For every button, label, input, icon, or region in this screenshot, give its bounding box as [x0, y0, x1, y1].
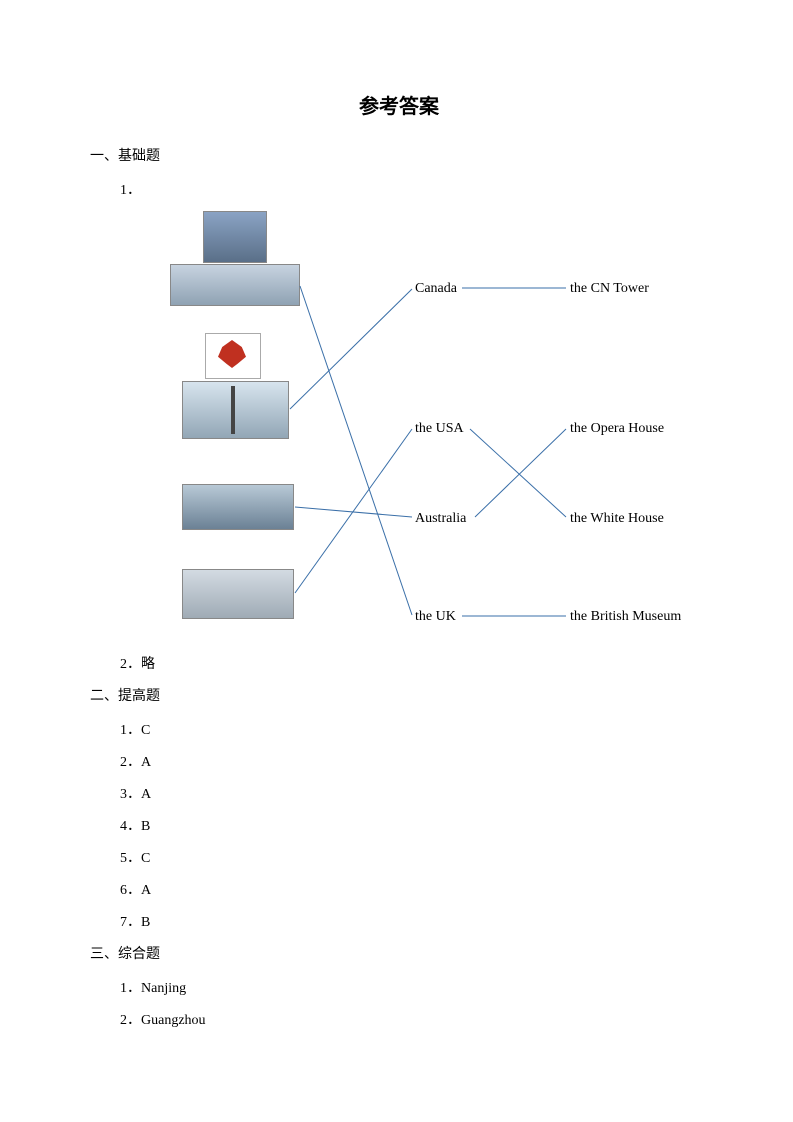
answer-page: 参考答案 一、基础题 1． Canada the USA Australia t…	[0, 0, 793, 1091]
section-1-header: 一、基础题	[90, 145, 708, 165]
s2-a1: 1．C	[120, 719, 708, 739]
label-australia: Australia	[415, 511, 466, 527]
s3-a1: 1．Nanjing	[120, 977, 708, 997]
label-opera-house: the Opera House	[570, 421, 664, 437]
section-3-header: 三、综合题	[90, 943, 708, 963]
label-cn-tower: the CN Tower	[570, 281, 649, 297]
s2-a5: 5．C	[120, 847, 708, 867]
image-opera-house	[182, 484, 294, 530]
image-british-museum-building	[170, 264, 300, 306]
s3-a2: 2．Guangzhou	[120, 1009, 708, 1029]
image-maple-leaf	[205, 333, 261, 379]
maple-leaf-icon	[218, 340, 246, 368]
page-title: 参考答案	[90, 90, 708, 119]
image-big-ben	[203, 211, 267, 263]
tower-shape	[231, 386, 235, 434]
q1-label: 1．	[120, 179, 708, 199]
image-cn-tower	[182, 381, 289, 439]
s2-a3: 3．A	[120, 783, 708, 803]
section-2-header: 二、提高题	[90, 685, 708, 705]
label-usa: the USA	[415, 421, 464, 437]
s2-a2: 2．A	[120, 751, 708, 771]
s2-a4: 4．B	[120, 815, 708, 835]
label-white-house: the White House	[570, 511, 664, 527]
s2-a7: 7．B	[120, 911, 708, 931]
label-uk: the UK	[415, 609, 456, 625]
label-canada: Canada	[415, 281, 457, 297]
image-white-house	[182, 569, 294, 619]
s2-a6: 6．A	[120, 879, 708, 899]
q2-label: 2．略	[120, 653, 708, 673]
matching-diagram: Canada the USA Australia the UK the CN T…	[160, 211, 700, 641]
label-british-museum: the British Museum	[570, 609, 681, 625]
